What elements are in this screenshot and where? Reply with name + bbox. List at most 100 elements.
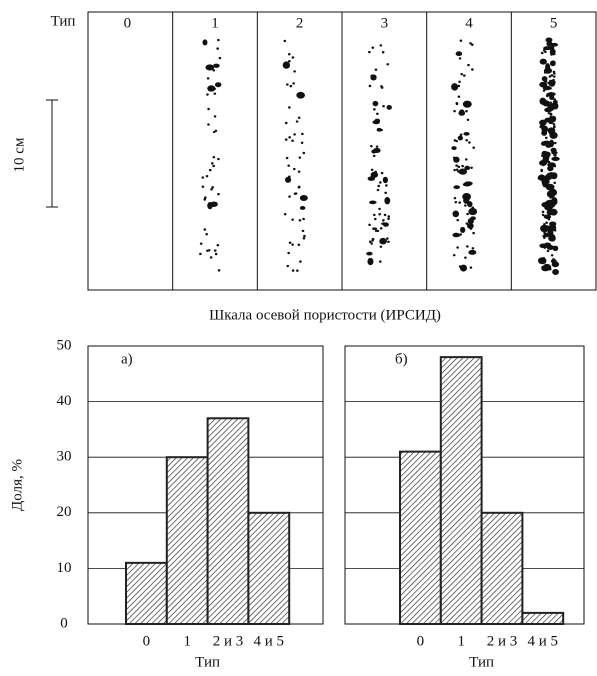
pore [216, 47, 219, 49]
pore [382, 219, 385, 221]
pore [541, 244, 544, 246]
y-tick-label: 20 [57, 504, 72, 520]
pore [547, 245, 550, 247]
pore [451, 83, 458, 90]
pore [540, 170, 543, 172]
pore [543, 128, 546, 130]
pore [295, 192, 298, 194]
pore [547, 141, 550, 143]
pore [370, 145, 373, 147]
pore [372, 101, 378, 106]
pore [296, 120, 299, 122]
pore [293, 70, 296, 72]
pore [202, 186, 205, 188]
pore [553, 71, 556, 73]
pore [218, 82, 221, 84]
pore [371, 172, 378, 178]
bar [126, 563, 167, 624]
pore [300, 195, 308, 201]
pore [387, 215, 390, 217]
pore [291, 218, 294, 220]
pore [546, 41, 552, 46]
x-tick-label: 1 [183, 633, 191, 649]
pore [298, 186, 301, 188]
pore [293, 133, 296, 135]
pore [458, 234, 461, 236]
pore [299, 156, 302, 158]
pore [553, 123, 556, 125]
pore [380, 246, 383, 248]
pore [207, 85, 215, 91]
pore [296, 92, 305, 99]
pore [466, 213, 469, 215]
bar [400, 452, 441, 624]
pore [467, 119, 470, 121]
pore [472, 146, 475, 148]
pore [284, 213, 287, 215]
pore [207, 77, 210, 79]
bar [441, 357, 482, 624]
type-number: 2 [296, 15, 304, 31]
pore [210, 256, 213, 258]
pore [206, 175, 209, 177]
pore [218, 269, 221, 271]
pore [286, 265, 289, 267]
pore [458, 96, 461, 98]
pore [383, 177, 388, 184]
pore [550, 92, 553, 94]
type-number: 3 [381, 15, 389, 31]
pore [374, 218, 377, 220]
pore [299, 260, 302, 262]
pore [470, 167, 473, 169]
pore [289, 241, 292, 243]
pore [384, 197, 390, 204]
pore [464, 166, 470, 170]
pore [465, 139, 468, 141]
pore [215, 130, 218, 132]
pore [452, 211, 459, 218]
pore [287, 252, 290, 254]
pore [366, 252, 373, 256]
pore [372, 228, 375, 230]
pore [456, 51, 462, 56]
pore [543, 261, 546, 263]
pore [377, 230, 380, 232]
pore [467, 64, 470, 66]
pore [387, 105, 392, 110]
pore [298, 170, 301, 172]
pore [553, 182, 556, 184]
pore [373, 108, 376, 110]
pore [549, 233, 552, 235]
pore [549, 113, 552, 115]
pore [371, 169, 374, 171]
pore [471, 68, 474, 70]
pore [539, 120, 547, 126]
pore [464, 256, 467, 258]
pore [551, 148, 557, 153]
pore [209, 169, 212, 171]
pore [457, 166, 460, 168]
pore [553, 93, 556, 95]
pore [543, 89, 546, 91]
pore [288, 195, 291, 197]
type-number: 0 [124, 15, 132, 31]
pore [291, 139, 294, 141]
pore [472, 232, 475, 234]
pore [377, 189, 380, 191]
pore [547, 82, 550, 84]
pore [453, 110, 456, 112]
pore [380, 85, 383, 87]
pore [465, 158, 468, 160]
pore [454, 201, 457, 203]
pore [550, 165, 553, 167]
pore [288, 53, 291, 55]
pore [542, 211, 545, 213]
pore [376, 145, 379, 147]
pore [303, 237, 306, 239]
pore [293, 168, 296, 170]
x-tick-label: 0 [417, 633, 425, 649]
pore [553, 61, 556, 63]
pore [373, 155, 376, 157]
pore [551, 107, 554, 109]
pore [370, 74, 376, 80]
